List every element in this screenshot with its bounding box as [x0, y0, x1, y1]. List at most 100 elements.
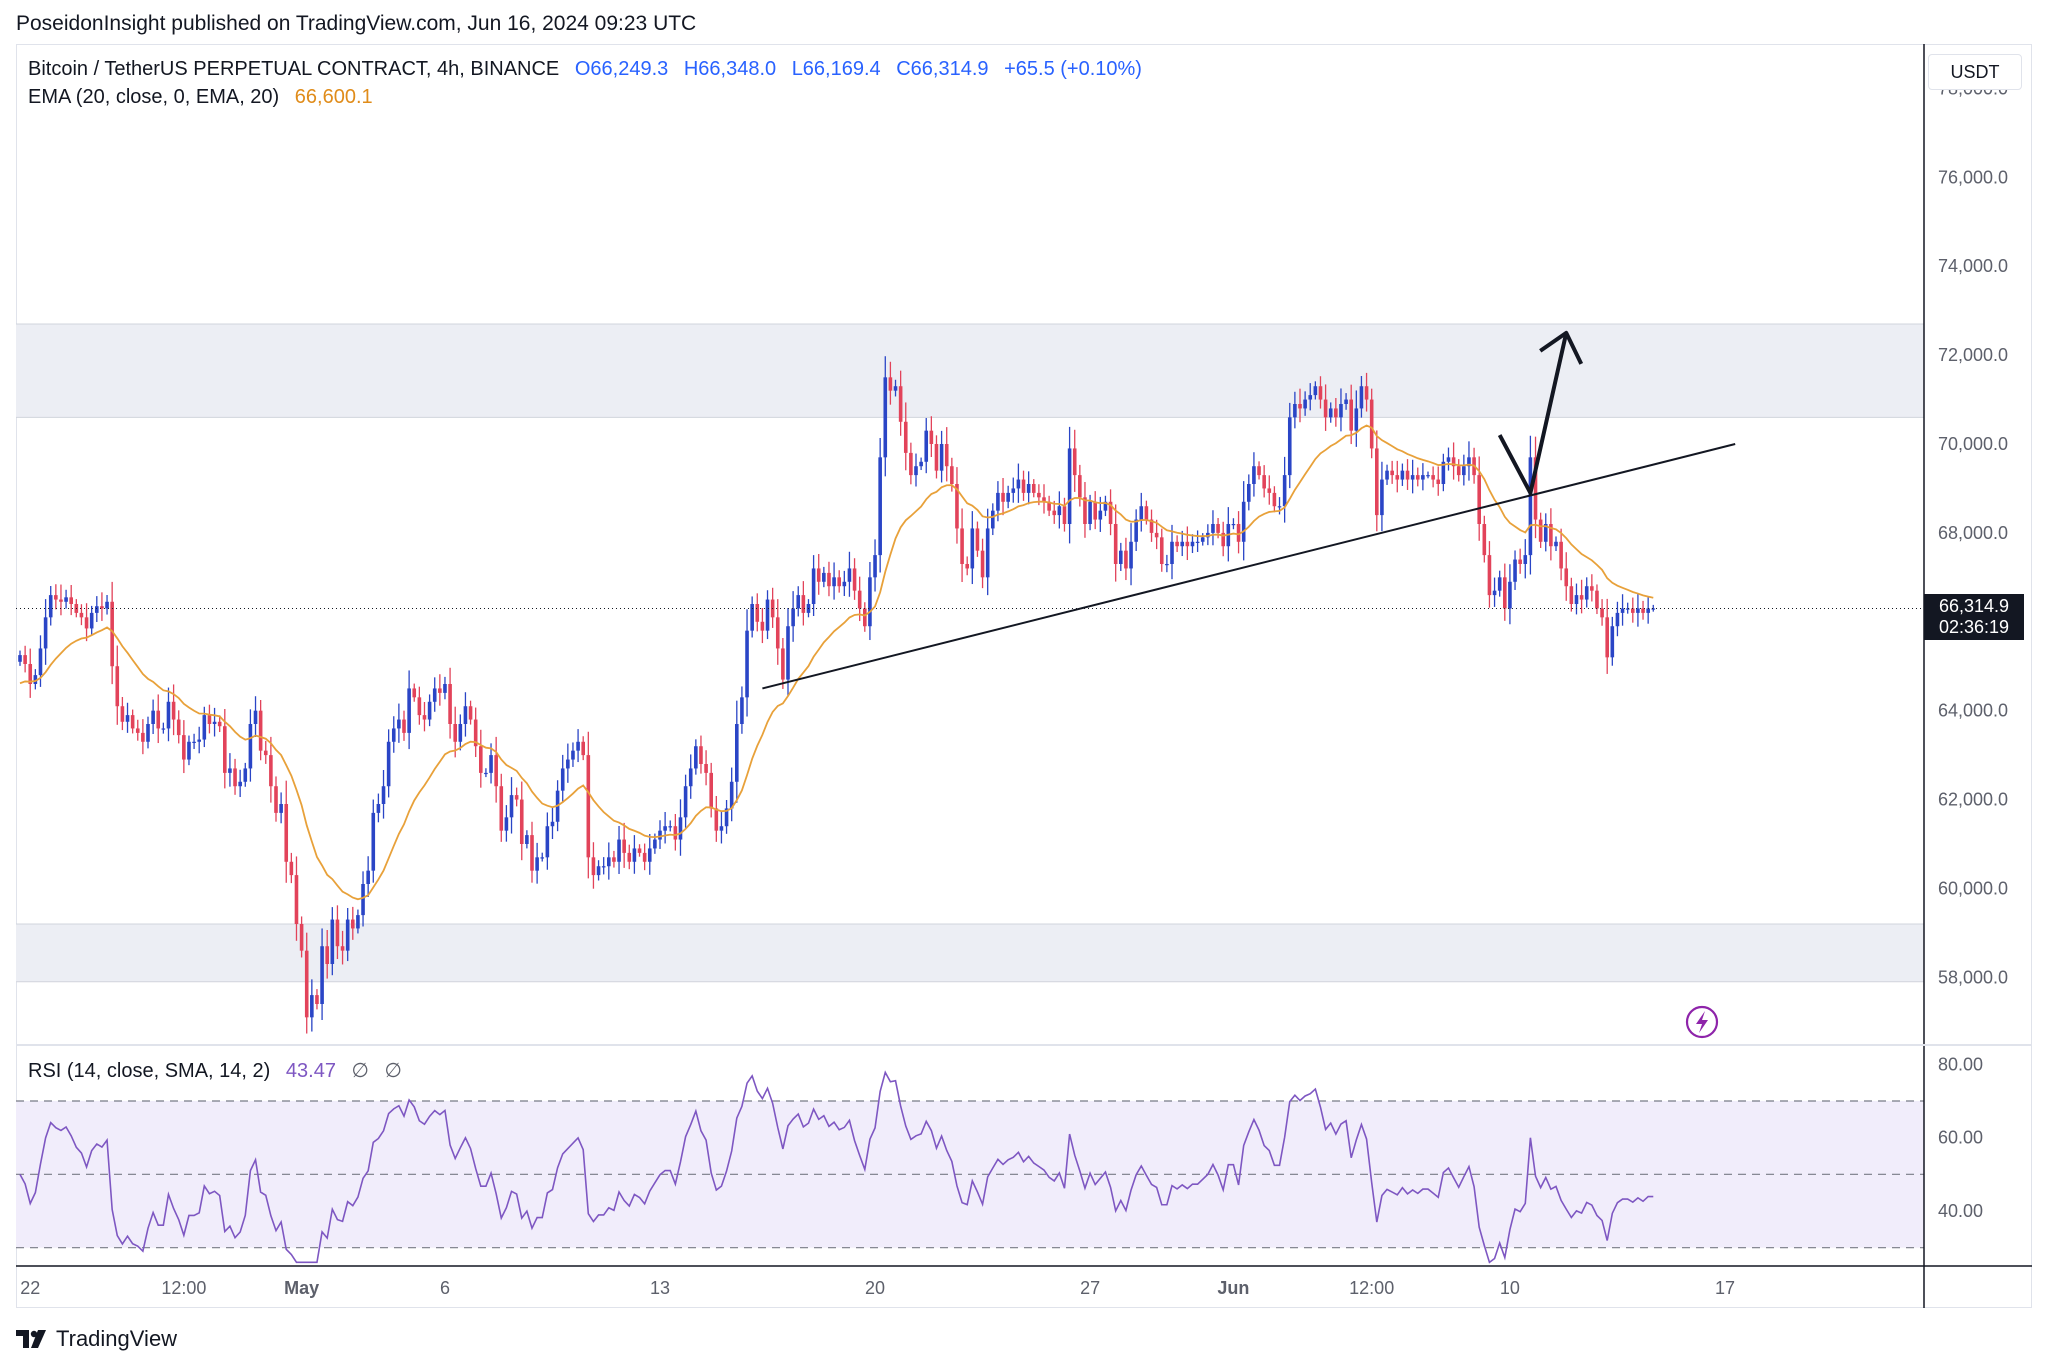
candle-body — [960, 528, 964, 564]
candle-body — [1042, 497, 1046, 502]
ema-value: 66,600.1 — [294, 86, 373, 108]
candle — [617, 826, 621, 874]
candle — [453, 706, 457, 758]
candle-body — [269, 755, 273, 787]
candle — [637, 844, 642, 857]
candle — [852, 558, 857, 600]
candle-body — [1277, 506, 1282, 508]
candle — [130, 709, 135, 734]
candle — [1631, 597, 1635, 623]
candle-body — [955, 484, 959, 529]
candle — [253, 696, 258, 737]
candle — [504, 805, 509, 842]
price-tick-label: 74,000.0 — [1938, 256, 2008, 276]
candle-body — [166, 701, 171, 729]
candle-body — [658, 830, 662, 840]
candle-body — [33, 675, 38, 684]
candle — [750, 596, 754, 638]
tradingview-logo[interactable]: TradingView — [16, 1326, 177, 1352]
candle-body — [857, 590, 862, 609]
candle-body — [1016, 479, 1021, 489]
candle — [499, 773, 504, 842]
candle-body — [939, 444, 944, 471]
candle-body — [381, 786, 386, 804]
candle — [1446, 447, 1451, 471]
candle — [233, 758, 237, 795]
candle-body — [683, 786, 688, 818]
candle — [601, 857, 606, 875]
candle-body — [304, 950, 309, 1018]
candle — [1016, 463, 1021, 503]
candle — [898, 370, 903, 436]
candle-body — [878, 457, 882, 556]
candle-body — [100, 606, 104, 609]
candle — [207, 704, 212, 734]
candle — [1308, 383, 1313, 411]
candle-body — [243, 768, 248, 782]
candle-body — [729, 781, 734, 809]
candle-body — [714, 808, 719, 831]
candle-body — [1492, 590, 1497, 596]
candle — [919, 457, 923, 471]
candle-body — [376, 804, 381, 813]
candle-body — [596, 866, 601, 876]
candle-body — [310, 995, 314, 1018]
last-price-tag: 66,314.9 02:36:19 — [1924, 594, 2024, 640]
candle-body — [1569, 586, 1574, 604]
candle — [581, 736, 585, 761]
candle-body — [735, 724, 739, 782]
candle — [1641, 600, 1645, 620]
candle — [1200, 533, 1205, 546]
candle — [320, 928, 324, 1020]
candle — [1211, 510, 1215, 546]
candle-body — [1339, 404, 1343, 418]
candle — [1431, 466, 1435, 488]
candle — [458, 714, 463, 751]
candle — [1072, 429, 1077, 492]
candle — [719, 812, 724, 844]
candle-body — [996, 492, 1000, 511]
candle-body — [632, 848, 637, 862]
candle — [1113, 504, 1118, 582]
candle — [1569, 577, 1574, 612]
candle-body — [1262, 475, 1266, 489]
candle-body — [1584, 586, 1589, 600]
candle-body — [110, 601, 114, 667]
currency-button[interactable]: USDT — [1928, 54, 2022, 90]
candle-body — [161, 728, 166, 730]
candle — [217, 715, 222, 733]
candle — [980, 538, 985, 589]
candle-body — [1211, 524, 1215, 533]
candle-body — [1231, 524, 1236, 526]
chart-frame[interactable] — [16, 44, 2032, 1308]
ohlc-change: +65.5 (+0.10%) — [1004, 58, 1142, 80]
candle — [642, 843, 647, 871]
candle — [893, 379, 898, 397]
candle — [243, 762, 248, 787]
candle-body — [422, 715, 427, 720]
candle — [1584, 577, 1589, 608]
candle — [509, 777, 514, 834]
candle — [525, 830, 529, 849]
candle — [1318, 376, 1323, 409]
candle-body — [156, 710, 161, 729]
candle-body — [1508, 581, 1512, 609]
candle-body — [1590, 586, 1594, 591]
candle — [847, 551, 852, 597]
candle-body — [965, 564, 969, 569]
candle — [1523, 539, 1528, 579]
candle-body — [443, 684, 447, 693]
candle — [694, 739, 698, 775]
candle-body — [791, 608, 795, 627]
candle — [1078, 464, 1082, 507]
candle-body — [1318, 386, 1323, 400]
candle-body — [361, 884, 365, 916]
candle — [463, 692, 468, 737]
candle — [1620, 594, 1625, 626]
candle-body — [335, 919, 340, 947]
candle — [1257, 461, 1261, 480]
candle-body — [473, 719, 478, 747]
candle-body — [325, 946, 329, 964]
candle — [1067, 426, 1072, 544]
